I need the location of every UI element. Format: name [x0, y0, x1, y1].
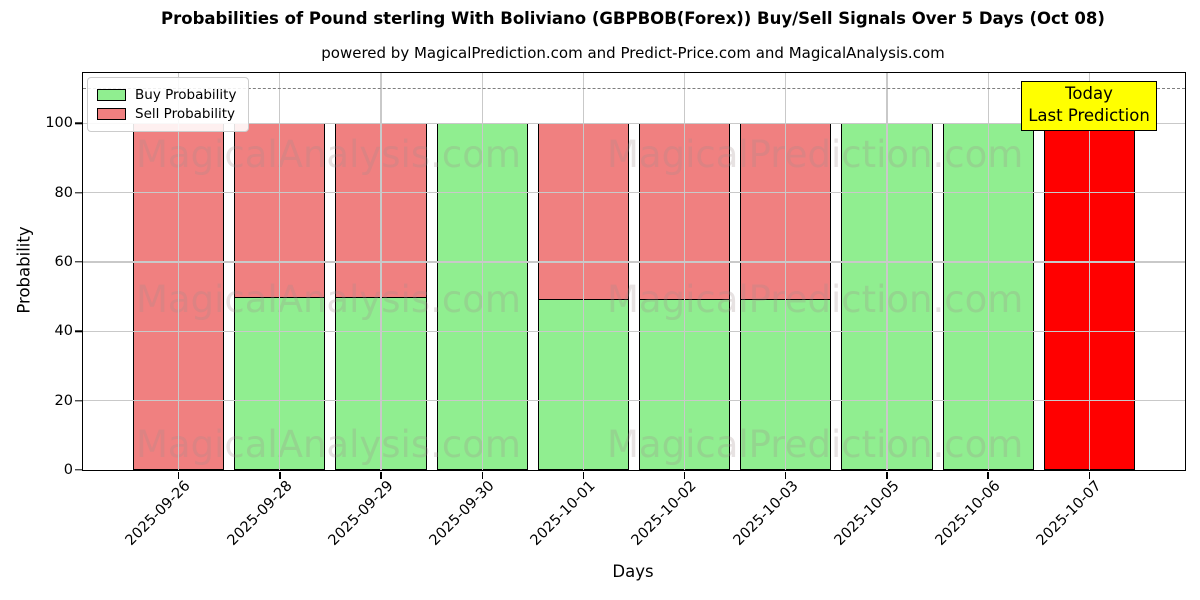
y-tick: [74, 261, 82, 263]
chart-title: Probabilities of Pound sterling With Bol…: [161, 9, 1105, 28]
y-tick: [74, 399, 82, 402]
y-tick: [74, 330, 82, 332]
x-tick-label: 2025-09-30: [426, 478, 498, 549]
x-tick: [582, 471, 585, 479]
gridline-vertical: [380, 73, 382, 470]
legend-item-label: Sell Probability: [135, 106, 236, 122]
x-tick: [785, 471, 787, 479]
watermark-text: MagicalPrediction.com: [607, 423, 1024, 466]
gridline-vertical: [987, 73, 989, 470]
gridline-vertical: [279, 73, 281, 470]
legend-item: Buy Probability: [97, 87, 236, 103]
plot-area: Buy Probability Sell Probability Today La…: [45, 72, 1186, 549]
gridline-vertical: [684, 73, 686, 470]
x-tick-label: 2025-09-29: [325, 478, 397, 549]
x-tick: [987, 471, 989, 479]
watermark-text: MagicalPrediction.com: [607, 133, 1024, 176]
chart-subtitle: powered by MagicalPrediction.com and Pre…: [321, 44, 945, 62]
threshold-dashed-line: [83, 87, 1185, 89]
gridline-vertical: [785, 73, 787, 470]
y-tick-label: 20: [54, 392, 73, 409]
gridline-horizontal: [83, 261, 1185, 263]
y-tick: [74, 469, 82, 471]
x-tick-label: 2025-10-01: [527, 478, 599, 549]
watermark-text: MagicalAnalysis.com: [136, 423, 521, 466]
y-tick-label: 100: [45, 115, 73, 132]
legend-item: Sell Probability: [97, 106, 236, 122]
gridline-vertical: [582, 73, 584, 470]
y-tick-label: 0: [63, 462, 73, 478]
gridline-horizontal: [83, 122, 1185, 124]
watermark-text: MagicalAnalysis.com: [136, 278, 521, 321]
y-tick: [74, 122, 82, 124]
gridline-horizontal: [83, 400, 1185, 402]
legend: Buy Probability Sell Probability: [87, 77, 250, 132]
gridline-vertical: [1088, 73, 1090, 470]
legend-item-label: Buy Probability: [135, 87, 237, 103]
x-tick: [380, 471, 382, 479]
x-tick-label: 2025-10-02: [628, 478, 700, 549]
gridline-horizontal: [83, 330, 1185, 332]
watermark-text: MagicalPrediction.com: [607, 278, 1024, 321]
x-tick: [683, 471, 686, 479]
x-tick-label: 2025-10-03: [730, 478, 802, 549]
x-tick: [279, 471, 281, 479]
y-tick-label: 60: [54, 253, 73, 270]
x-tick-label: 2025-10-05: [831, 478, 903, 549]
gridline-vertical: [481, 73, 483, 470]
x-tick-label: 2025-09-28: [224, 478, 296, 549]
legend-swatch: [97, 89, 126, 101]
gridline-vertical: [886, 73, 888, 470]
x-tick-label: 2025-09-26: [123, 478, 194, 549]
x-tick-label: 2025-10-07: [1033, 478, 1105, 549]
x-tick: [481, 471, 483, 479]
legend-swatch: [97, 108, 126, 120]
y-axis-label: Probability: [14, 226, 34, 314]
x-tick: [886, 471, 888, 479]
x-tick-label: 2025-10-06: [932, 478, 1004, 549]
y-tick-label: 80: [54, 184, 73, 201]
today-annotation-line2: Last Prediction: [1028, 105, 1150, 125]
watermark-text: MagicalAnalysis.com: [136, 133, 521, 176]
y-tick-label: 40: [54, 323, 73, 340]
y-tick: [74, 191, 82, 194]
x-tick: [1088, 471, 1091, 479]
today-annotation-line1: Today: [1065, 84, 1113, 103]
x-axis-label: Days: [612, 562, 654, 581]
x-tick: [177, 471, 180, 479]
gridline-horizontal: [83, 192, 1185, 194]
gridline-vertical: [178, 73, 180, 470]
today-annotation: Today Last Prediction: [1021, 81, 1157, 131]
